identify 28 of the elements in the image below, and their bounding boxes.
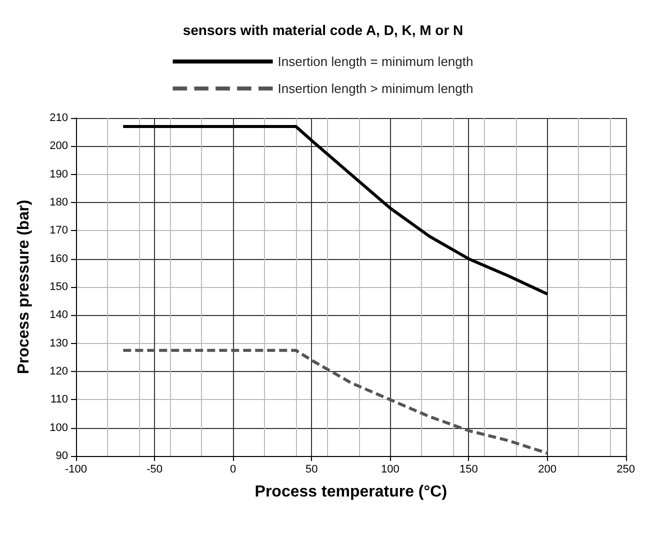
y-tick-label: 90 bbox=[56, 450, 68, 462]
y-tick-label: 110 bbox=[50, 394, 68, 406]
y-tick-label: 120 bbox=[50, 366, 68, 378]
y-tick-label: 160 bbox=[50, 252, 68, 265]
line-series bbox=[122, 348, 549, 455]
legend-label: Insertion length = minimum length bbox=[278, 54, 474, 69]
x-tick-label: -100 bbox=[64, 464, 88, 476]
x-tick-label: 250 bbox=[616, 464, 636, 476]
line-series bbox=[122, 124, 549, 296]
y-tick-label: 130 bbox=[50, 337, 68, 350]
x-tick-label: 0 bbox=[230, 464, 236, 476]
y-tick-label: 180 bbox=[50, 196, 68, 208]
y-tick-label: 100 bbox=[50, 422, 68, 434]
y-tick-label: 200 bbox=[50, 140, 68, 152]
legend-label: Insertion length > minimum length bbox=[278, 81, 474, 96]
x-axis-title: Process temperature (°C) bbox=[254, 484, 448, 500]
y-tick-label: 140 bbox=[50, 309, 68, 322]
y-tick-label: 210 bbox=[50, 112, 68, 124]
x-tick-label: -50 bbox=[146, 464, 162, 476]
y-tick-label: 150 bbox=[50, 281, 68, 293]
x-tick-label: 50 bbox=[306, 464, 318, 476]
x-tick-label: 150 bbox=[460, 464, 478, 476]
x-tick-label: 200 bbox=[538, 464, 556, 476]
y-tick-label: 170 bbox=[50, 224, 68, 237]
y-tick-label: 190 bbox=[50, 168, 68, 180]
x-tick-label: 100 bbox=[381, 464, 400, 476]
y-axis-title: Process pressure (bar) bbox=[16, 200, 32, 374]
chart-title: sensors with material code A, D, K, M or N bbox=[182, 22, 464, 38]
